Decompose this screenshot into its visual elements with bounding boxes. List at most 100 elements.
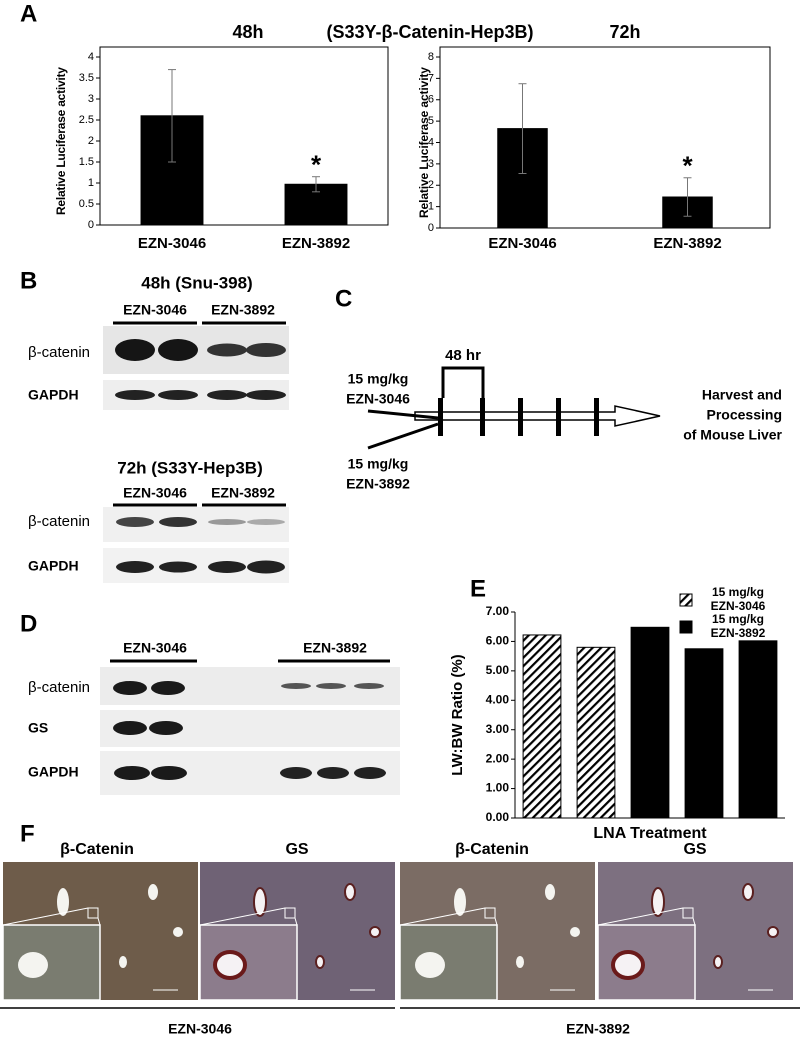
y-tick-label: 1.00: [486, 781, 510, 795]
image-title: β-Catenin: [455, 841, 529, 858]
blot-band: [149, 721, 183, 735]
y-tick-label: 4.00: [486, 692, 510, 706]
plot-frame: [99, 46, 389, 226]
interval-bracket: [441, 366, 485, 398]
zoom-line: [2, 907, 89, 926]
y-tick-label: 6: [428, 94, 434, 106]
image-group: EZN-3046: [168, 1021, 232, 1037]
y-tick-label: 7: [428, 72, 434, 84]
blot-band: [280, 767, 312, 779]
vessel: [173, 927, 183, 937]
endpoint-text: Processing: [707, 407, 782, 423]
panel-label: F: [20, 820, 35, 847]
y-tick-label: 0.5: [79, 198, 94, 210]
y-tick-label: 6.00: [486, 634, 510, 648]
blot-band: [208, 561, 246, 573]
blot-title: 48h (Snu-398): [141, 273, 252, 292]
vessel: [713, 955, 723, 969]
y-axis-label: LW:BW Ratio (%): [449, 654, 466, 775]
interval-label: 48 hr: [445, 347, 481, 364]
x-tick-label: EZN-3892: [282, 235, 350, 252]
zoom-line: [294, 917, 298, 926]
chart-title: 72h: [609, 22, 640, 42]
blot-band: [115, 339, 155, 361]
image-group: EZN-3892: [566, 1021, 630, 1037]
zoom-line: [692, 917, 696, 926]
blot-band: [113, 721, 147, 735]
vessel: [454, 888, 466, 916]
y-tick-label: 3.00: [486, 722, 510, 736]
blot-group: EZN-3892: [211, 485, 275, 501]
panel-label: D: [20, 610, 37, 637]
legend-swatch: [679, 593, 693, 607]
y-tick-label: 1.5: [79, 156, 94, 168]
y-tick-label: 5.00: [486, 663, 510, 677]
vessel: [545, 884, 555, 900]
endpoint-text: of Mouse Liver: [683, 427, 782, 443]
y-tick-label: 1: [428, 201, 434, 213]
vessel: [148, 884, 158, 900]
blot-group: EZN-3046: [123, 485, 187, 501]
y-tick-label: 2.5: [79, 114, 94, 126]
blot-title: 72h (S33Y-Hep3B): [117, 458, 263, 477]
vessel: [516, 956, 524, 968]
dose-ticks: [438, 398, 599, 436]
y-tick-label: 4: [88, 51, 94, 63]
blot-row-label: β-catenin: [28, 344, 90, 361]
vessel: [344, 883, 356, 901]
y-tick-label: 4: [428, 136, 434, 148]
blot-band: [207, 390, 247, 400]
blot-panel: [100, 667, 400, 705]
zoom-box: [484, 907, 496, 919]
y-tick-label: 3.5: [79, 72, 94, 84]
y-tick-label: 0.00: [486, 810, 510, 824]
plot-frame: [439, 46, 771, 229]
dose-text: 15 mg/kg: [348, 371, 409, 387]
inset-vessel: [213, 950, 247, 980]
inset: [399, 924, 498, 1001]
blot-row-label: GAPDH: [28, 764, 79, 780]
blot-band: [281, 683, 311, 689]
y-tick-label: 3: [88, 93, 94, 105]
bar: [738, 640, 778, 819]
panel-label: E: [470, 575, 486, 602]
vessel: [315, 955, 325, 969]
bar: [684, 648, 724, 819]
significance-mark: *: [682, 151, 693, 181]
zoom-box: [682, 907, 694, 919]
pointer: [367, 422, 439, 450]
x-tick-label: EZN-3046: [488, 235, 556, 252]
vessel: [119, 956, 127, 968]
blot-band: [158, 390, 198, 400]
blot-band: [114, 766, 150, 780]
blot-band: [159, 517, 197, 527]
blot-band: [247, 519, 285, 525]
blot-band: [317, 767, 349, 779]
zoom-line: [97, 917, 101, 926]
panel-subtitle: (S33Y-β-Catenin-Hep3B): [326, 22, 533, 42]
vessel: [651, 887, 665, 917]
y-tick-label: 2: [428, 179, 434, 191]
blot-band: [158, 339, 198, 361]
blot-group: EZN-3046: [123, 302, 187, 318]
bar: [522, 634, 562, 819]
blot-band: [116, 561, 154, 573]
vessel: [570, 927, 580, 937]
blot-row-label: β-catenin: [28, 513, 90, 530]
y-axis-label: Relative Luciferase activity: [54, 67, 68, 215]
x-tick-label: EZN-3046: [138, 235, 206, 252]
zoom-box: [284, 907, 296, 919]
blot-band: [113, 681, 147, 695]
blot-row-label: β-catenin: [28, 679, 90, 696]
inset-vessel: [611, 950, 645, 980]
blot-band: [116, 517, 154, 527]
inset-vessel: [18, 952, 48, 978]
blot-group: EZN-3046: [123, 640, 187, 656]
legend-label: 15 mg/kg EZN-3046: [710, 585, 766, 613]
zoom-line: [597, 907, 684, 926]
bar: [630, 626, 670, 819]
blot-group: EZN-3892: [303, 640, 367, 656]
blot-band: [247, 560, 285, 574]
zoom-line: [399, 907, 486, 926]
blot-band: [159, 561, 197, 573]
